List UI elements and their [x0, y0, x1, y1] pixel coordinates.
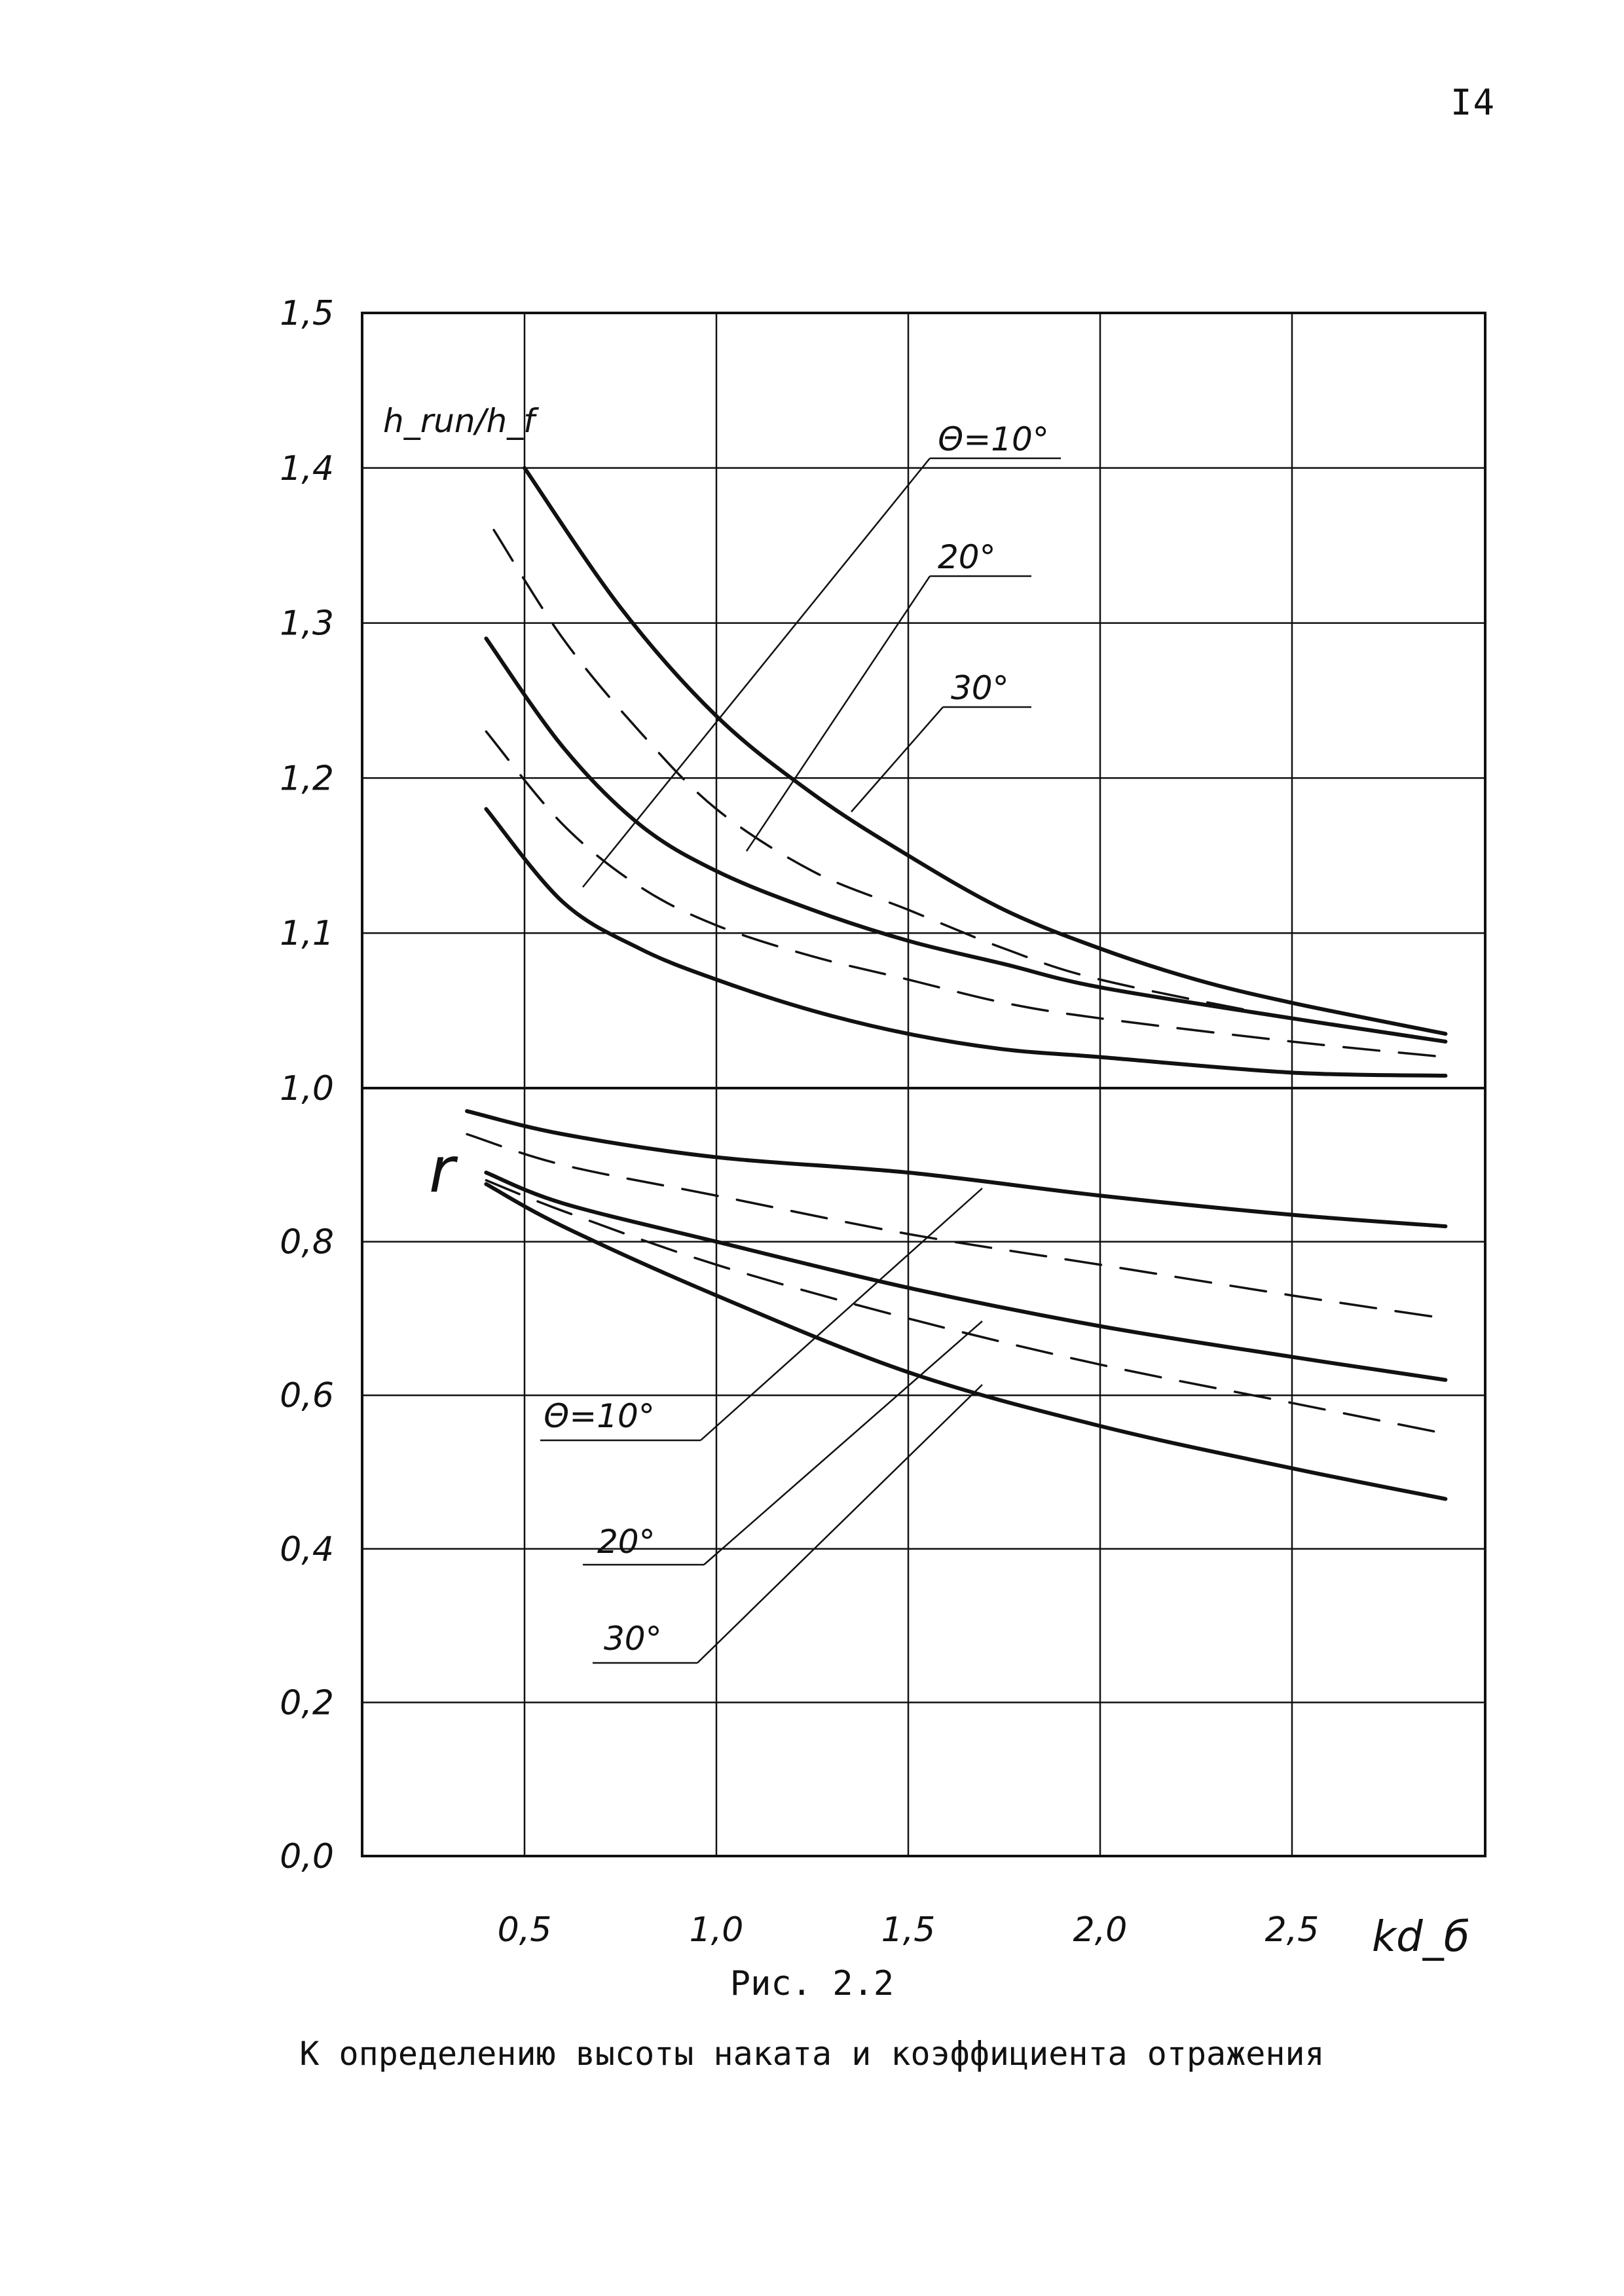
leader-line-3 — [700, 1188, 983, 1441]
series-line-hrun-1 — [492, 528, 1447, 1043]
series-line-hrun-3 — [485, 730, 1447, 1059]
series-line-r-8 — [485, 1179, 1447, 1435]
leader-line-1 — [745, 575, 931, 852]
figure-caption: К определению высоты наката и коэффициен… — [299, 2035, 1325, 2073]
series-line-r-5 — [465, 1109, 1448, 1229]
y-tick-label-2: 0,4 — [280, 1530, 334, 1569]
y-tick-label-8: 1,3 — [280, 604, 334, 644]
y-tick-label-7: 1,2 — [280, 759, 334, 798]
leader-line-0 — [582, 458, 931, 888]
y-axis-title-lower: r — [429, 1133, 458, 1207]
leader-line-2 — [851, 706, 944, 812]
upper-label-20: 20° — [938, 538, 996, 576]
leader-line-5 — [697, 1384, 983, 1664]
y-axis-title-upper: h_run/h_f — [383, 402, 539, 440]
tick-labels: 0,0 0,2 0,4 0,6 0,8 1,0 1,1 1,2 1,3 1,4 1,5 0,5 1,0 1… — [280, 294, 1319, 1950]
x-tick-label-2: 1,5 — [881, 1910, 936, 1950]
x-tick-label-4: 2,5 — [1265, 1910, 1320, 1950]
plot-frame — [361, 312, 1486, 1857]
x-tick-label-0: 0,5 — [498, 1910, 552, 1950]
x-tick-label-3: 2,0 — [1073, 1910, 1128, 1950]
y-tick-label-0: 0,0 — [280, 1837, 334, 1876]
series-line-r-9 — [484, 1182, 1448, 1501]
y-tick-label-1: 0,2 — [280, 1683, 334, 1722]
leader-line-4 — [703, 1321, 983, 1565]
x-axis-title: kd_б — [1372, 1913, 1469, 1961]
lower-label-20: 20° — [597, 1523, 655, 1561]
series-lines — [465, 465, 1448, 1501]
upper-label-30: 30° — [951, 669, 1009, 707]
figure-number: Рис. 2.2 — [729, 1964, 895, 2003]
grid — [361, 312, 1486, 1857]
y-tick-label-10: 1,5 — [280, 294, 334, 333]
page-number: I4 — [1450, 82, 1496, 123]
label-leaders — [540, 457, 1061, 1664]
y-tick-label-4: 0,8 — [280, 1223, 334, 1262]
x-tick-label-1: 1,0 — [690, 1910, 744, 1950]
y-tick-label-5: 1,0 — [280, 1069, 334, 1108]
y-tick-label-9: 1,4 — [280, 449, 334, 488]
series-line-hrun-4 — [484, 807, 1448, 1078]
series-line-r-7 — [484, 1171, 1448, 1382]
series-line-hrun-0 — [523, 465, 1448, 1036]
lower-label-30: 30° — [604, 1620, 662, 1658]
lower-label-10: Θ=10° — [544, 1397, 655, 1435]
y-tick-label-3: 0,6 — [280, 1376, 334, 1415]
series-line-r-6 — [466, 1133, 1447, 1320]
upper-label-10: Θ=10° — [938, 420, 1049, 458]
series-line-hrun-2 — [484, 636, 1448, 1044]
y-tick-label-6: 1,1 — [280, 914, 334, 953]
